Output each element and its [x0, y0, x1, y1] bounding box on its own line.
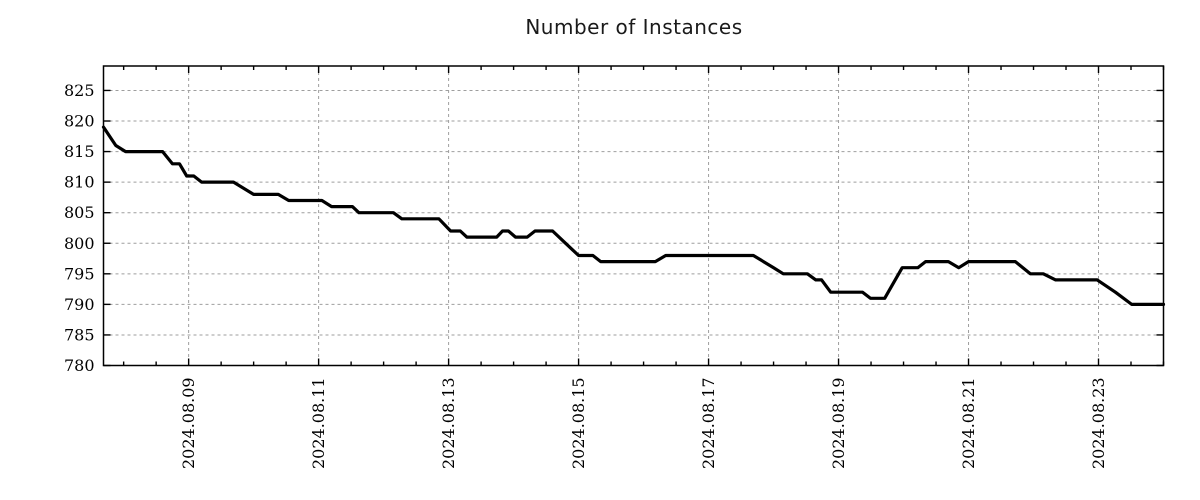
y-tick-label: 800 [64, 234, 95, 253]
y-tick-label: 785 [64, 325, 95, 344]
y-tick-label: 810 [64, 173, 95, 192]
chart-title: Number of Instances [525, 15, 743, 39]
plot-border [102, 65, 1165, 367]
x-tick-label: 2024.08.11 [309, 377, 328, 469]
x-tick-label: 2024.08.19 [829, 377, 848, 469]
x-tick-label: 2024.08.21 [959, 377, 978, 469]
x-tick-label: 2024.08.23 [1089, 377, 1108, 469]
y-tick-label: 820 [64, 112, 95, 131]
y-tick-label: 815 [64, 142, 95, 161]
y-tick-label: 805 [64, 203, 95, 222]
y-tick-label: 790 [64, 295, 95, 314]
y-tick-label: 825 [64, 81, 95, 100]
x-tick-label: 2024.08.15 [569, 377, 588, 469]
y-tick-label: 780 [64, 356, 95, 375]
x-tick-label: 2024.08.17 [699, 377, 718, 469]
series-line-instances [101, 125, 1166, 306]
x-tick-label: 2024.08.09 [179, 377, 198, 469]
x-tick-label: 2024.08.13 [439, 377, 458, 469]
y-tick-label: 795 [64, 264, 95, 283]
